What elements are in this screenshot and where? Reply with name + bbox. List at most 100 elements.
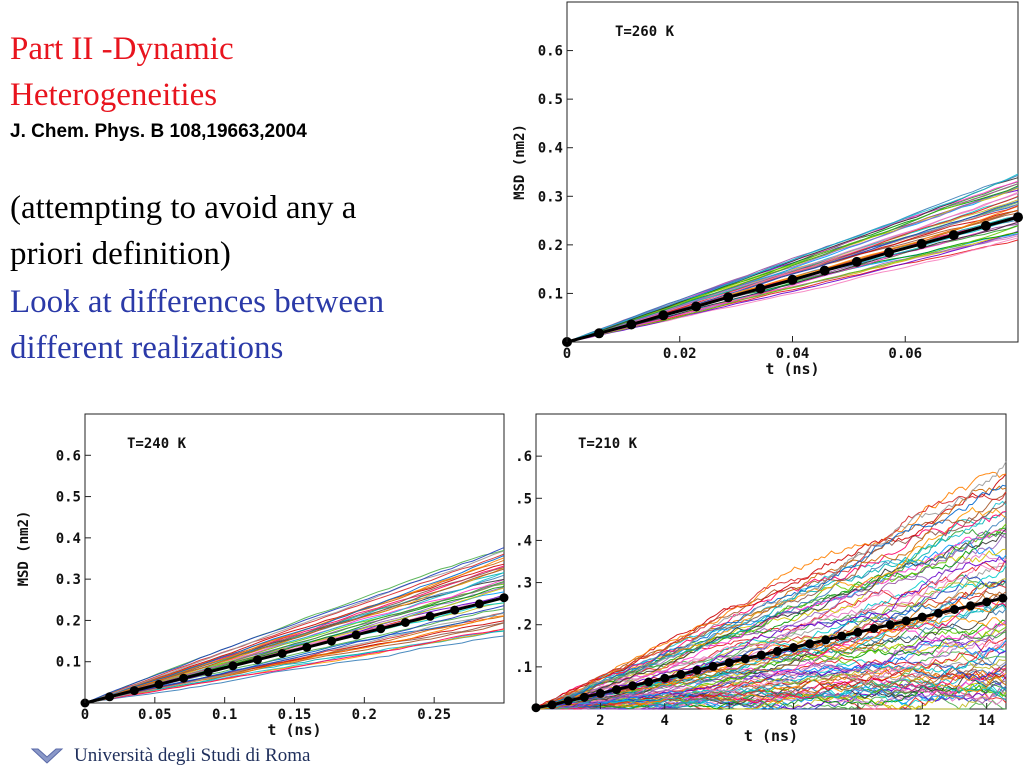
body-text-line-2: priori definition): [10, 236, 231, 272]
realization-line: [535, 558, 1007, 710]
x-tick-label: 8: [789, 713, 797, 729]
average-point: [998, 593, 1008, 603]
realization-line: [566, 230, 1019, 343]
realization-line: [84, 568, 505, 704]
y-tick-label: 0.4: [538, 141, 563, 157]
msd-chart-210k: 2 4 6 8 10 12 14 .1 .2 .3 .4 .5 .6 t (ns) T=210 K: [515, 413, 1008, 745]
university-logo-icon: [30, 748, 64, 764]
y-tick-label: 0.5: [56, 490, 81, 506]
average-point: [966, 601, 976, 611]
average-point: [787, 274, 798, 285]
average-point: [626, 319, 637, 330]
x-tick-label: 0.02: [663, 346, 697, 362]
average-point: [179, 673, 189, 683]
average-point: [916, 238, 927, 249]
average-point: [228, 661, 238, 671]
realization-line: [535, 593, 1007, 710]
realization-line: [535, 552, 1007, 710]
average-point: [644, 677, 654, 687]
average-point: [901, 616, 911, 626]
y-tick-label: 0.1: [56, 655, 81, 671]
average-point: [628, 681, 638, 691]
average-point: [547, 700, 557, 710]
highlight-text-line-2: different realizations: [10, 330, 284, 366]
average-point: [691, 301, 702, 312]
average-point: [883, 247, 894, 258]
average-point: [789, 643, 798, 652]
average-point: [819, 265, 830, 276]
average-point: [129, 686, 139, 696]
average-point: [869, 624, 879, 633]
average-point: [154, 679, 164, 689]
x-tick-label: 10: [849, 713, 866, 729]
realization-line: [535, 511, 1007, 710]
msd-chart-260k: 0 0.02 0.04 0.06 0.1 0.2 0.3 0.4 0.5 0.6 t (ns) MSD…: [512, 1, 1023, 378]
x-tick-label: 0.05: [138, 707, 172, 723]
x-tick-label: 2: [596, 713, 604, 729]
y-tick-label: .4: [515, 533, 532, 549]
realization-line: [84, 635, 505, 704]
y-tick-label: .6: [515, 449, 532, 465]
realization-line: [84, 553, 505, 704]
realization-line: [535, 602, 1007, 710]
x-tick-label: 14: [978, 713, 995, 729]
average-point: [772, 646, 782, 656]
realization-line: [535, 461, 1007, 710]
average-point: [982, 597, 992, 607]
y-tick-label: .5: [515, 491, 532, 507]
average-point: [400, 618, 410, 627]
average-point: [917, 612, 927, 622]
x-axis-label: t (ns): [744, 727, 798, 745]
x-tick-label: 0.1: [212, 707, 237, 723]
slide-title-line-2: Heterogeneities: [10, 77, 218, 113]
body-text-line-1: (attempting to avoid any a: [10, 190, 357, 226]
realization-line: [535, 473, 1007, 710]
average-point: [253, 655, 262, 665]
footer: Università degli Studi di Roma: [30, 744, 310, 768]
y-tick-label: 0.6: [56, 448, 81, 464]
average-point: [756, 650, 766, 660]
realization-line: [566, 186, 1019, 343]
y-tick-label: 0.2: [538, 238, 563, 254]
realization-line: [566, 225, 1019, 343]
average-point: [724, 658, 734, 668]
y-tick-label: .2: [515, 618, 532, 634]
realization-line: [566, 177, 1019, 343]
average-point: [474, 599, 484, 609]
y-tick-label: 0.3: [538, 189, 563, 205]
average-point: [563, 696, 573, 706]
average-point: [351, 630, 361, 640]
x-tick-label: 0.15: [278, 707, 312, 723]
realization-line: [566, 181, 1019, 343]
x-tick-label: 0.06: [888, 346, 922, 362]
average-point: [885, 620, 895, 630]
x-tick-label: 0.04: [776, 346, 810, 362]
x-tick-label: 4: [661, 713, 669, 729]
average-point: [708, 661, 718, 671]
y-axis-label: MSD (nm2): [512, 124, 528, 200]
average-point: [302, 642, 312, 652]
average-point: [950, 605, 959, 614]
x-axis-label: t (ns): [765, 360, 819, 378]
y-axis-label: MSD (nm2): [16, 511, 32, 587]
average-point: [851, 256, 862, 267]
realization-line: [84, 555, 505, 704]
average-point: [277, 649, 287, 658]
average-point: [676, 669, 686, 679]
y-tick-label: 0.6: [538, 44, 563, 60]
average-point: [450, 605, 460, 615]
realization-line: [84, 628, 505, 704]
average-point: [980, 220, 991, 231]
x-axis-label: t (ns): [267, 721, 321, 738]
temperature-annotation: T=210 K: [578, 436, 638, 452]
average-point: [933, 608, 943, 618]
average-point: [658, 310, 669, 321]
footer-university-name: Università degli Studi di Roma: [74, 745, 311, 766]
average-point: [821, 635, 831, 645]
average-point: [692, 665, 702, 675]
x-tick-label: 0.2: [352, 707, 377, 723]
average-point: [203, 667, 213, 677]
realization-line: [535, 668, 1007, 710]
y-tick-label: .3: [515, 576, 532, 592]
average-point: [531, 703, 541, 713]
